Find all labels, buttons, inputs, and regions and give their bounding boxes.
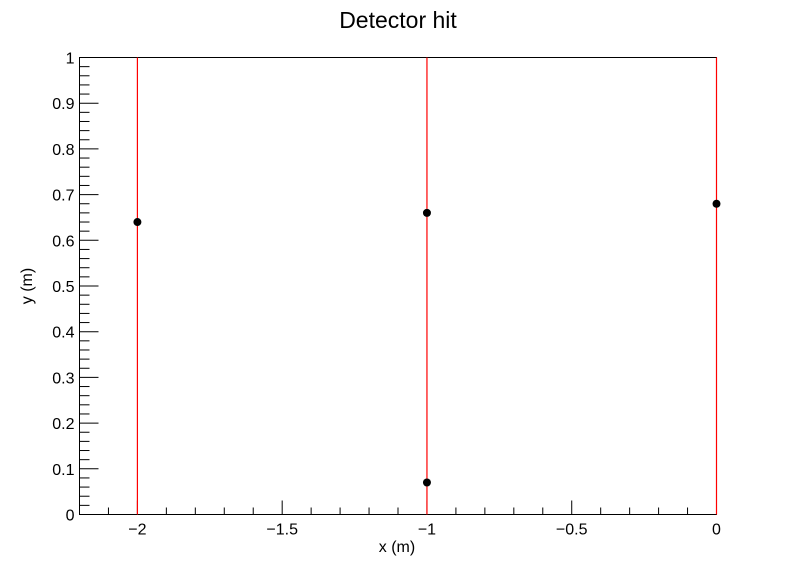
chart-title: Detector hit bbox=[339, 7, 457, 33]
y-tick-label: 0.5 bbox=[52, 279, 74, 296]
plot-frame-group bbox=[79, 57, 717, 515]
data-point-group bbox=[133, 199, 721, 487]
tick-group bbox=[79, 57, 717, 515]
y-tick-label: 0.8 bbox=[52, 142, 74, 159]
x-tick-label: −1 bbox=[418, 522, 436, 539]
vertical-line-group bbox=[136, 57, 718, 515]
y-tick-label: 1 bbox=[66, 51, 75, 68]
x-tick-label: −0.5 bbox=[556, 522, 588, 539]
data-point bbox=[422, 208, 431, 217]
x-tick-label: 0 bbox=[712, 522, 721, 539]
tick-label-group: −2 −1.5 −1 −0.5 0 0 0.1 0.2 0.3 0.4 0.5 0.6 0.7 0.8 0.… bbox=[52, 51, 721, 539]
data-point bbox=[712, 199, 721, 208]
y-axis-label: y (m) bbox=[19, 268, 36, 304]
y-tick-label: 0.4 bbox=[52, 325, 74, 342]
data-point bbox=[422, 478, 431, 487]
data-point bbox=[133, 218, 142, 227]
x-axis-label: x (m) bbox=[379, 539, 415, 556]
y-tick-label: 0.7 bbox=[52, 188, 74, 205]
y-tick-label: 0.9 bbox=[52, 96, 74, 113]
y-tick-label: 0.6 bbox=[52, 233, 74, 250]
y-tick-label: 0 bbox=[66, 508, 75, 525]
plot-frame bbox=[79, 57, 717, 515]
x-tick-label: −2 bbox=[128, 522, 146, 539]
y-tick-label: 0.1 bbox=[52, 462, 74, 479]
x-tick-label: −1.5 bbox=[266, 522, 298, 539]
y-tick-label: 0.2 bbox=[52, 416, 74, 433]
y-tick-label: 0.3 bbox=[52, 370, 74, 387]
